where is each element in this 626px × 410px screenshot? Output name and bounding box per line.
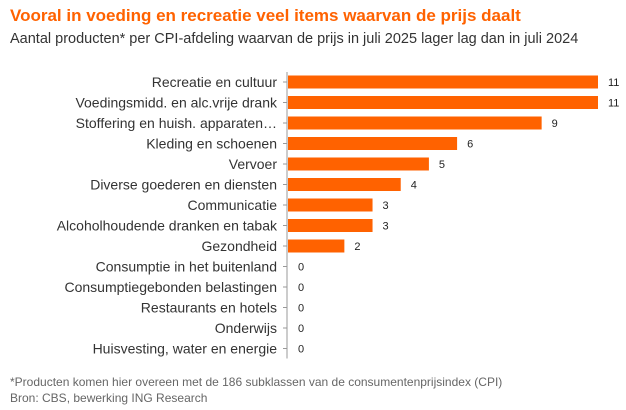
category-label: Alcoholhoudende dranken en tabak <box>57 218 278 234</box>
data-label: 5 <box>439 159 445 171</box>
chart-subtitle: Aantal producten* per CPI-afdeling waarv… <box>10 31 579 47</box>
category-label: Kleding en schoenen <box>146 136 277 152</box>
data-label: 0 <box>298 344 304 356</box>
data-label: 11 <box>608 98 619 110</box>
data-label: 3 <box>383 221 389 233</box>
bar <box>288 157 429 171</box>
bar <box>288 75 598 89</box>
data-label: 3 <box>383 200 389 212</box>
category-label: Gezondheid <box>201 238 277 254</box>
bar <box>288 219 373 232</box>
data-label: 2 <box>354 241 360 253</box>
data-label: 4 <box>411 180 417 192</box>
category-label: Communicatie <box>188 197 278 213</box>
category-label: Stoffering en huish. apparaten… <box>76 115 277 131</box>
data-label: 0 <box>298 282 304 294</box>
category-label: Recreatie en cultuur <box>152 74 278 90</box>
category-label: Voedingsmidd. en alc.vrije drank <box>75 95 278 111</box>
bar <box>288 198 373 212</box>
footnote: *Producten komen hier overeen met de 186… <box>10 374 502 406</box>
category-label: Restaurants en hotels <box>141 300 277 316</box>
footnote-note: *Producten komen hier overeen met de 186… <box>10 375 503 389</box>
data-label: 9 <box>552 118 558 130</box>
category-label: Diverse goederen en diensten <box>90 177 277 193</box>
bar <box>288 116 542 130</box>
bar <box>288 178 401 191</box>
category-label: Onderwijs <box>215 320 277 336</box>
data-label: 0 <box>298 262 304 274</box>
bar <box>288 96 598 109</box>
chart-title: Vooral in voeding en recreatie veel item… <box>10 6 521 25</box>
data-label: 11 <box>608 77 619 89</box>
category-label: Vervoer <box>229 156 278 172</box>
category-label: Consumptiegebonden belastingen <box>65 279 278 295</box>
category-label: Huisvesting, water en energie <box>93 341 278 357</box>
footnote-source: Bron: CBS, bewerking ING Research <box>10 391 208 405</box>
data-label: 0 <box>298 323 304 335</box>
data-label: 0 <box>298 303 304 315</box>
bar <box>288 137 458 150</box>
bar-chart: Recreatie en cultuur 11 Voedingsmidd. en a… <box>57 72 619 359</box>
data-label: 6 <box>467 139 473 151</box>
bar <box>288 239 345 253</box>
category-label: Consumptie in het buitenland <box>96 259 277 275</box>
